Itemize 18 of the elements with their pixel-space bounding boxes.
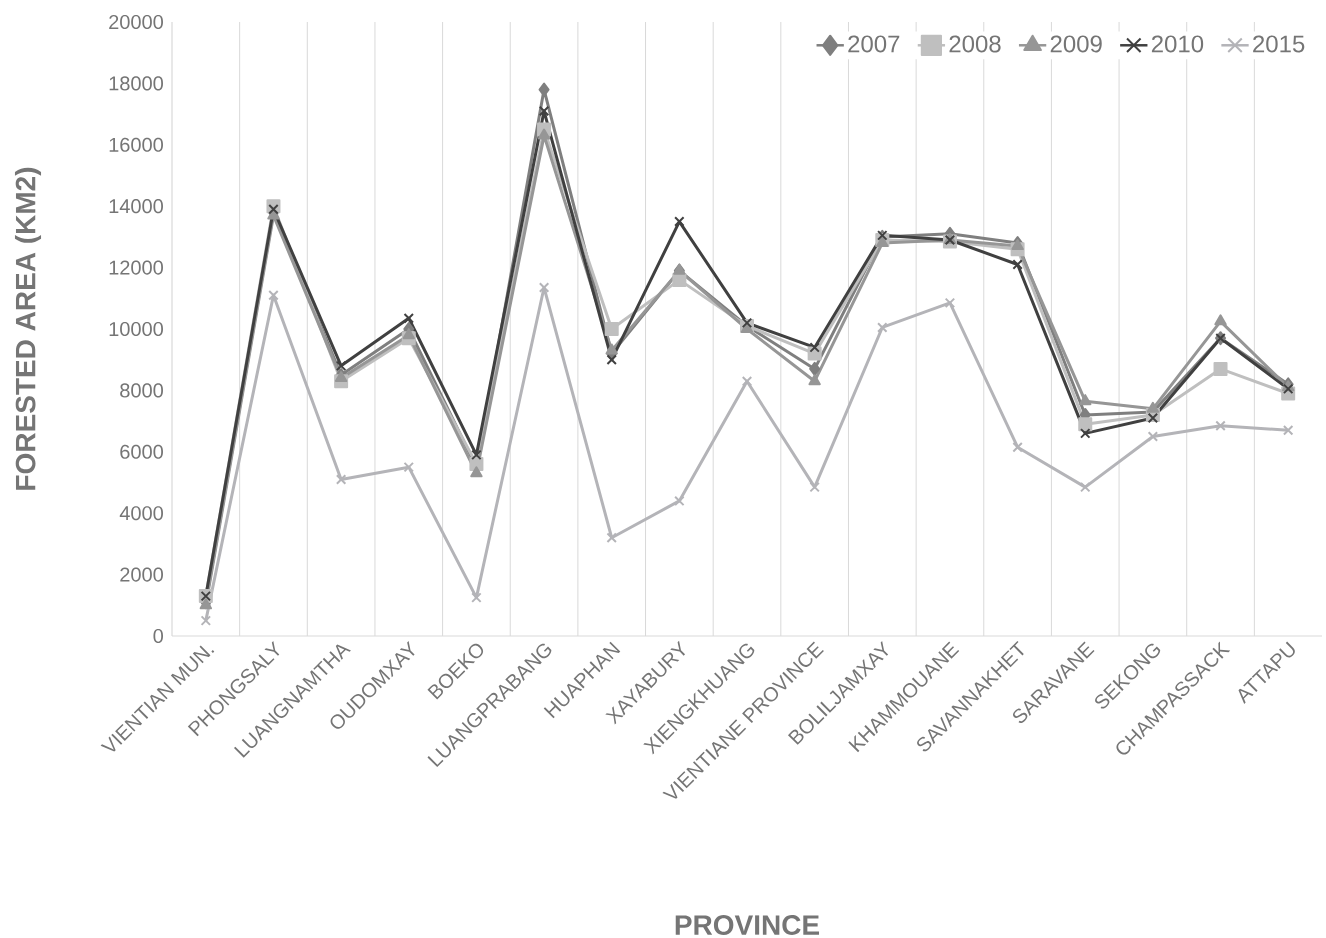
- legend-label: 2010: [1151, 35, 1204, 53]
- y-tick-label: 18000: [109, 76, 163, 91]
- legend-label: 2008: [949, 35, 1001, 53]
- y-tick-label: 2000: [120, 567, 163, 582]
- y-tick-label: 8000: [120, 383, 163, 398]
- y-tick-label: 0: [153, 628, 164, 644]
- y-tick-label: 6000: [120, 444, 163, 459]
- x-axis-title: PROVINCE: [675, 915, 820, 935]
- y-tick-label: 4000: [119, 506, 163, 521]
- y-tick-label: 14000: [109, 199, 163, 214]
- y-tick-label: 12000: [109, 260, 163, 275]
- y-tick-label: 10000: [109, 321, 163, 337]
- y-tick-label: 16000: [109, 137, 163, 152]
- legend-label: 2009: [1050, 35, 1102, 53]
- legend-label: 2015: [1253, 35, 1305, 53]
- legend-label: 2007: [848, 35, 900, 53]
- y-tick-label: 20000: [109, 14, 163, 30]
- y-axis-title: FORESTED AREA (KM2): [14, 167, 42, 490]
